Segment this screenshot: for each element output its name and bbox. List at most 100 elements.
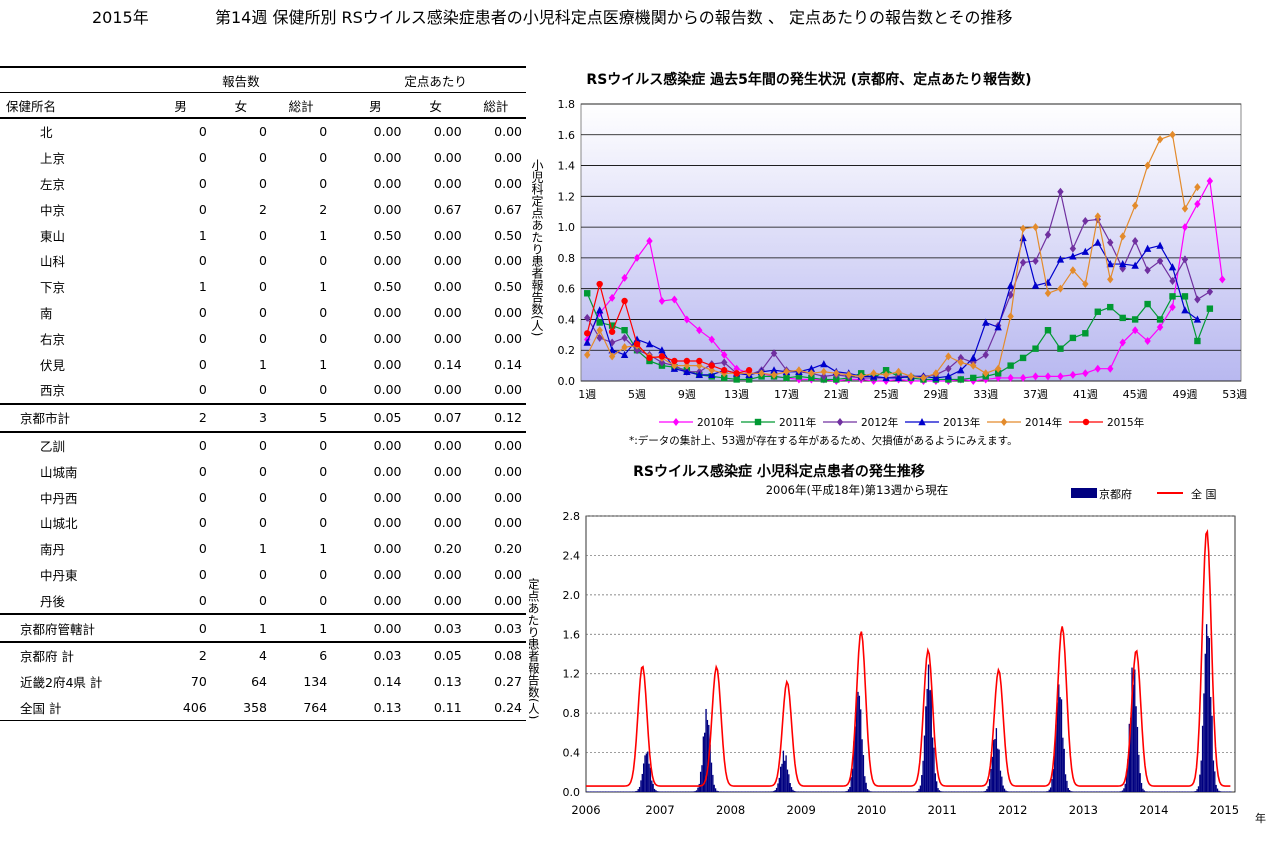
kyoto-bar	[655, 790, 657, 792]
kyoto-bar	[992, 739, 995, 792]
kyoto-bar	[661, 791, 664, 792]
kyoto-bar	[774, 790, 776, 792]
table-cell: 0	[259, 330, 267, 346]
kyoto-bar	[1048, 789, 1050, 792]
data-point	[1169, 276, 1176, 285]
table-cell: 0.00	[373, 175, 402, 191]
x-tick-label: 2013	[1069, 803, 1098, 817]
data-point	[608, 328, 616, 335]
table-row: 東山 1 0 1 0.50 0.00 0.50	[0, 222, 526, 248]
kyoto-bar	[717, 791, 719, 792]
kyoto-bar	[1129, 717, 1132, 792]
table-cell: 1	[210, 613, 271, 642]
kyoto-bar	[1071, 791, 1074, 792]
kyoto-bar	[803, 791, 805, 792]
kyoto-bar	[664, 791, 667, 792]
x-tick-label: 33週	[973, 388, 998, 401]
kyoto-bar	[994, 738, 996, 792]
kyoto-bar	[864, 776, 866, 792]
data-point	[1082, 280, 1089, 289]
data-point	[595, 306, 604, 314]
kyoto-bar	[1081, 791, 1083, 792]
data-point	[982, 318, 990, 326]
data-point	[1069, 244, 1077, 253]
data-point	[1119, 338, 1126, 347]
data-point	[1181, 255, 1189, 264]
chart-subtitle: 2006年(平成18年)第13週から現在	[766, 483, 949, 497]
kyoto-bar	[758, 791, 760, 792]
kyoto-bar	[910, 791, 912, 792]
kyoto-bar	[980, 791, 983, 792]
kyoto-bar	[767, 791, 770, 792]
kyoto-bar	[824, 791, 827, 792]
kyoto-bar	[1172, 791, 1174, 792]
col-header: 女	[405, 92, 466, 119]
data-point	[1107, 275, 1114, 284]
kyoto-bar	[789, 783, 791, 792]
kyoto-bar	[895, 791, 897, 792]
kyoto-bar	[1113, 791, 1116, 792]
data-point	[807, 364, 816, 372]
kyoto-bar	[925, 706, 927, 792]
kyoto-bar	[652, 783, 654, 792]
table-cell: 0	[198, 566, 207, 582]
table-cell: 1	[271, 613, 332, 642]
kyoto-bar	[770, 791, 772, 792]
table-cell: 64	[251, 674, 267, 690]
kyoto-bar	[936, 781, 938, 792]
kyoto-bar	[679, 791, 681, 792]
kyoto-bar	[866, 789, 869, 792]
table-cell: 0.67	[494, 201, 522, 217]
kyoto-bar	[626, 791, 629, 792]
kyoto-bar	[710, 762, 713, 792]
kyoto-bar	[919, 785, 922, 792]
kyoto-bar	[986, 789, 988, 792]
kyoto-bar	[1157, 791, 1159, 792]
table-cell: 0.00	[494, 592, 522, 608]
kyoto-bar	[1144, 791, 1147, 792]
x-tick-label: 2009	[787, 803, 816, 817]
kyoto-bar	[1173, 791, 1175, 792]
kyoto-bar	[1143, 790, 1145, 792]
row-name: 京都府 計	[0, 640, 151, 669]
kyoto-bar	[999, 770, 1002, 792]
row-name: 左京	[40, 176, 66, 192]
kyoto-bar	[858, 695, 861, 792]
table-cell: 0	[319, 330, 328, 346]
data-point	[833, 376, 840, 383]
kyoto-bar	[1043, 791, 1045, 792]
data-point	[957, 376, 965, 383]
kyoto-bar	[1025, 791, 1027, 792]
row-name: 上京	[40, 151, 66, 167]
table-row: 京都府 計 2 4 6 0.03 0.05 0.08	[0, 640, 526, 669]
data-point	[658, 346, 666, 354]
data-point	[970, 361, 977, 370]
kyoto-bar	[1142, 788, 1144, 792]
data-point	[1032, 256, 1039, 265]
kyoto-bar	[1151, 791, 1154, 792]
kyoto-bar	[727, 791, 729, 792]
kyoto-bar	[968, 791, 970, 792]
data-point	[596, 319, 603, 326]
data-point	[820, 372, 828, 381]
table-cell: 0	[198, 304, 207, 320]
table-cell: 0	[271, 430, 332, 459]
kyoto-bar	[651, 780, 653, 792]
kyoto-bar	[617, 791, 619, 792]
kyoto-bar	[807, 791, 809, 792]
table-cell: 0.14	[494, 356, 522, 372]
kyoto-bar	[786, 769, 789, 792]
table-cell: 0	[259, 515, 267, 531]
table-cell: 0	[259, 253, 267, 269]
report-year: 2015年	[92, 8, 149, 27]
x-tick-label: 2012	[998, 803, 1027, 817]
data-point	[1094, 212, 1101, 221]
table-cell: 0.00	[433, 489, 462, 505]
x-tick-label: 1週	[578, 388, 596, 401]
data-point	[1057, 372, 1064, 381]
kyoto-bar	[1003, 788, 1006, 792]
table-cell: 0.00	[373, 463, 402, 479]
data-point	[808, 374, 815, 382]
data-point	[882, 370, 890, 379]
table-cell: 5	[271, 402, 332, 432]
